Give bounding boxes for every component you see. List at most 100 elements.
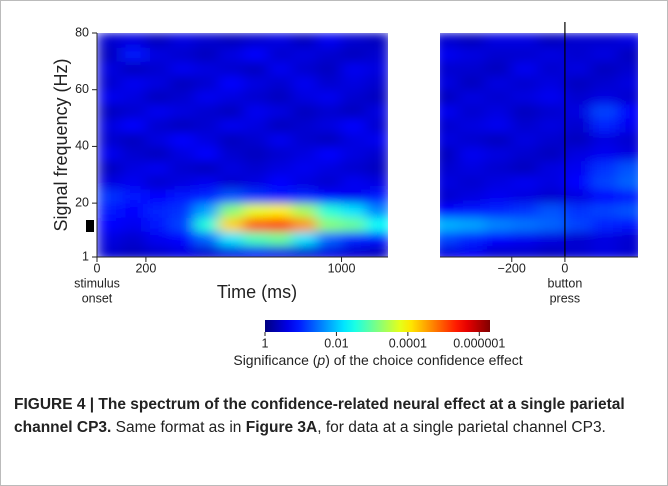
heatmap-cell <box>511 216 539 232</box>
heatmap-cell <box>243 33 269 48</box>
heatmap-cell <box>145 117 171 133</box>
event-annotation: onset <box>82 291 113 305</box>
heatmap-cell <box>145 33 171 48</box>
heatmap-cell <box>97 145 122 162</box>
heatmap-cell <box>440 230 460 247</box>
heatmap-cell <box>218 131 245 147</box>
heatmap-cell <box>97 131 122 147</box>
heatmap-cell <box>218 145 245 162</box>
heatmap-cell <box>243 160 269 176</box>
heatmap-cell <box>218 188 245 204</box>
heatmap-cell <box>169 131 196 147</box>
heatmap-cell <box>169 230 196 247</box>
heatmap-cell <box>267 188 294 204</box>
heatmap-cell <box>564 174 592 190</box>
heatmap-cell <box>617 75 638 91</box>
heatmap-cell <box>440 174 460 190</box>
heatmap-cell <box>365 117 388 133</box>
heatmap-cell <box>316 202 343 218</box>
heatmap-cell <box>316 75 343 91</box>
heatmap-cell <box>537 245 566 257</box>
heatmap-cell <box>120 75 147 91</box>
heatmap-cell <box>537 202 566 218</box>
colorbar <box>265 320 490 332</box>
heatmap-cell <box>194 131 220 147</box>
heatmap-cell <box>120 103 147 119</box>
heatmap-cell <box>484 103 513 119</box>
heatmap-cell <box>511 188 539 204</box>
heatmap-cell <box>267 160 294 176</box>
heatmap-cell <box>292 33 318 48</box>
heatmap-cell <box>316 60 343 77</box>
heatmap-cell <box>590 160 619 176</box>
y-tick-label: 1 <box>82 249 89 263</box>
heatmap-cell <box>590 33 619 48</box>
heatmap-cell <box>145 75 171 91</box>
heatmap-cell <box>440 75 460 91</box>
heatmap-cell <box>617 245 638 257</box>
heatmap-cell <box>617 89 638 105</box>
heatmap-cell <box>365 230 388 247</box>
heatmap-cell <box>218 216 245 232</box>
heatmap-cell <box>292 174 318 190</box>
heatmap-cell <box>440 103 460 119</box>
event-annotation: button <box>548 276 583 290</box>
heatmap-cell <box>617 46 638 62</box>
heatmap-cell <box>243 89 269 105</box>
heatmap-cell <box>267 145 294 162</box>
heatmap-cell <box>564 230 592 247</box>
heatmap-cell <box>617 131 638 147</box>
colorbar-label: Significance (p) of the choice confidenc… <box>233 352 522 368</box>
heatmap-cell <box>458 103 486 119</box>
heatmap-cell <box>120 245 147 257</box>
heatmap-cell <box>169 117 196 133</box>
heatmap-cell <box>218 245 245 257</box>
heatmap-cell <box>194 60 220 77</box>
x-tick-label: 1000 <box>328 261 356 275</box>
heatmap-cell <box>218 174 245 190</box>
heatmap-cell <box>537 131 566 147</box>
colorbar-tick-label: 0.0001 <box>389 336 427 350</box>
heatmap-cell <box>341 60 367 77</box>
heatmap-cell <box>97 117 122 133</box>
heatmap-cell <box>511 89 539 105</box>
heatmap-cell <box>511 174 539 190</box>
heatmap-cell <box>537 117 566 133</box>
heatmap-cell <box>243 188 269 204</box>
heatmap-cell <box>590 103 619 119</box>
heatmap-cell <box>458 174 486 190</box>
heatmap-cell <box>440 245 460 257</box>
heatmap-cell <box>120 33 147 48</box>
heatmap-cell <box>243 230 269 247</box>
heatmap-cell <box>316 46 343 62</box>
colorbar-tick-label: 1 <box>262 336 269 350</box>
channel-marker <box>86 220 94 232</box>
heatmap-cell <box>169 216 196 232</box>
heatmap-cell <box>194 245 220 257</box>
heatmap-cell <box>590 89 619 105</box>
heatmap-cell <box>243 216 269 232</box>
heatmap-cell <box>145 46 171 62</box>
heatmap-cell <box>341 230 367 247</box>
heatmap-cell <box>564 117 592 133</box>
heatmap-cells <box>97 33 388 257</box>
heatmap-cell <box>564 188 592 204</box>
colorbar-tick-label: 0.000001 <box>453 336 505 350</box>
heatmap-cell <box>120 202 147 218</box>
heatmap-cell <box>365 174 388 190</box>
heatmap-cells <box>440 33 638 257</box>
heatmap-cell <box>341 75 367 91</box>
heatmap-cell <box>458 188 486 204</box>
x-tick-label: 200 <box>135 261 156 275</box>
heatmap-cell <box>97 46 122 62</box>
heatmap-cell <box>145 202 171 218</box>
heatmap-cell <box>365 145 388 162</box>
heatmap-cell <box>120 216 147 232</box>
heatmap-cell <box>484 202 513 218</box>
heatmap-cell <box>169 75 196 91</box>
heatmap-cell <box>316 145 343 162</box>
heatmap-cell <box>194 188 220 204</box>
heatmap-cell <box>537 145 566 162</box>
heatmap-cell <box>292 160 318 176</box>
heatmap-cell <box>590 188 619 204</box>
